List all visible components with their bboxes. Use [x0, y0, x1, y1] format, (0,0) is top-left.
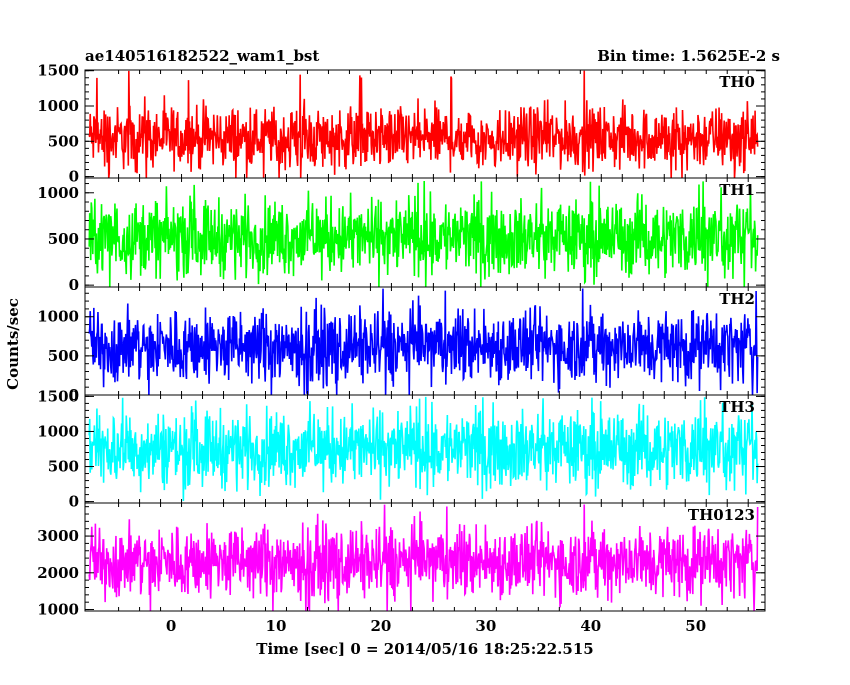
panel-th3: 0 500 1000 1500 TH3: [37, 387, 766, 511]
y-tick-label: 1000: [37, 308, 79, 326]
panel-label: TH0: [719, 73, 755, 91]
panel-th2: 0 500 1000 TH2: [37, 286, 766, 404]
y-tick-label: 1500: [37, 387, 79, 405]
panel-th0: 0 500 1000 1500 TH0: [37, 62, 766, 186]
series-th1: [88, 181, 759, 287]
y-tick-label: 0: [69, 168, 79, 186]
series-th3: [88, 396, 759, 501]
series-th2: [88, 288, 759, 395]
x-tick-label: 0: [166, 617, 176, 635]
y-tick-label: 0: [69, 386, 79, 404]
y-tick-label: 0: [69, 276, 79, 294]
y-tick-label: 500: [48, 230, 79, 248]
panel-frame: [84, 502, 766, 612]
y-tick-label: 3000: [37, 527, 79, 545]
panel-label: TH2: [719, 290, 755, 308]
y-tick-label: 500: [48, 132, 79, 150]
x-tick-label: 10: [266, 617, 287, 635]
y-axis-label: Counts/sec: [4, 298, 22, 390]
y-tick-label: 0: [69, 493, 79, 511]
panel-label: TH3: [719, 398, 755, 416]
panel-th1: 0 500 1000 TH1: [37, 177, 766, 294]
y-tick-label: 1000: [37, 422, 79, 440]
y-tick-label: 1000: [37, 184, 79, 202]
x-tick-label: 40: [580, 617, 601, 635]
y-tick-label: 500: [48, 347, 79, 365]
series-th0: [88, 70, 759, 178]
y-tick-label: 2000: [37, 564, 79, 582]
x-tick-label: 20: [370, 617, 391, 635]
y-tick-label: 1500: [37, 62, 79, 80]
x-tick-label: 50: [685, 617, 706, 635]
y-tick-label: 1000: [37, 601, 79, 619]
chart-title: ae140516182522_wam1_bst: [85, 47, 319, 65]
panel-label: TH1: [719, 181, 755, 199]
y-tick-label: 1000: [37, 97, 79, 115]
panel-label: TH0123: [688, 506, 755, 524]
series-th0123: [88, 504, 759, 611]
x-axis-label: Time [sec] 0 = 2014/05/16 18:25:22.515: [256, 640, 593, 658]
x-tick-label: 30: [475, 617, 496, 635]
y-tick-label: 500: [48, 458, 79, 476]
panel-th0123: 1000 2000 3000 TH0123: [37, 502, 766, 619]
chart-subtitle: Bin time: 1.5625E-2 s: [597, 47, 780, 65]
